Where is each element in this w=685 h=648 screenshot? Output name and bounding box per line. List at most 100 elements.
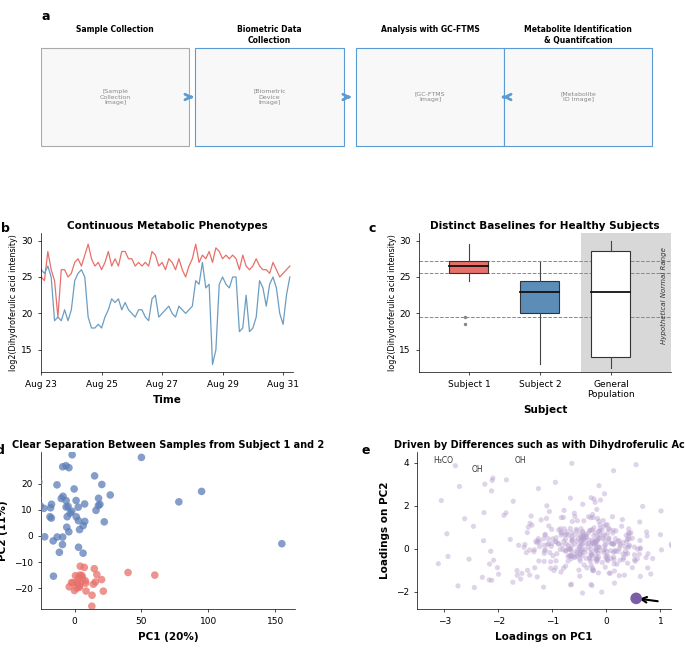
Point — [602, 555, 613, 565]
Point — [454, 481, 465, 492]
Point — [569, 511, 580, 522]
Y-axis label: log2(Dihydroferulic acid intensity): log2(Dihydroferulic acid intensity) — [10, 234, 18, 371]
Point — [624, 529, 635, 539]
Point — [196, 486, 207, 496]
X-axis label: Subject: Subject — [523, 405, 567, 415]
Point — [587, 538, 598, 548]
Point — [565, 551, 576, 561]
Point — [549, 565, 560, 575]
Point — [585, 513, 596, 523]
Point — [584, 554, 595, 564]
Point — [575, 556, 586, 566]
Point — [634, 535, 645, 546]
Point — [594, 529, 605, 539]
Point — [538, 556, 549, 566]
Point — [632, 554, 643, 564]
Point — [645, 569, 656, 579]
Point — [656, 505, 667, 516]
Point — [667, 541, 677, 551]
Point — [576, 533, 587, 544]
Text: d: d — [0, 445, 4, 457]
Point — [575, 524, 586, 534]
Point — [80, 575, 91, 586]
Point — [576, 536, 587, 546]
Text: Analysis with GC-FTMS: Analysis with GC-FTMS — [381, 25, 479, 34]
Point — [566, 535, 577, 546]
Point — [546, 538, 557, 549]
Point — [58, 532, 68, 542]
Point — [513, 540, 524, 550]
Point — [561, 538, 572, 549]
Point — [450, 461, 461, 471]
Point — [596, 587, 607, 597]
Point — [588, 531, 599, 541]
Point — [558, 536, 569, 546]
Point — [632, 544, 643, 554]
Point — [546, 541, 557, 551]
Point — [586, 525, 597, 535]
Point — [592, 542, 603, 552]
Point — [74, 582, 85, 592]
Point — [545, 548, 556, 558]
Point — [608, 465, 619, 476]
Text: Sample Collection: Sample Collection — [76, 25, 154, 34]
Point — [605, 546, 616, 556]
Point — [551, 533, 562, 543]
Point — [536, 515, 547, 525]
Point — [587, 563, 598, 573]
Point — [562, 544, 573, 555]
Point — [557, 540, 568, 551]
Point — [572, 516, 583, 526]
Text: Biometric Data
Collection: Biometric Data Collection — [237, 25, 302, 45]
Point — [623, 524, 634, 534]
Point — [90, 577, 101, 587]
Point — [598, 545, 609, 555]
Point — [571, 547, 582, 557]
Point — [583, 538, 594, 548]
Point — [562, 556, 573, 566]
Point — [619, 570, 630, 581]
Point — [594, 542, 605, 553]
Point — [569, 552, 580, 562]
Point — [555, 544, 566, 555]
Point — [560, 534, 571, 544]
Point — [595, 520, 606, 530]
Point — [73, 502, 84, 513]
Point — [577, 527, 588, 538]
Point — [593, 545, 604, 555]
Point — [585, 544, 596, 555]
Point — [52, 532, 63, 542]
Point — [635, 571, 646, 581]
Point — [532, 536, 543, 546]
Point — [603, 555, 614, 566]
Point — [586, 540, 597, 550]
Point — [64, 582, 75, 592]
Point — [560, 561, 571, 572]
Point — [564, 544, 575, 554]
Point — [565, 580, 576, 590]
Point — [604, 524, 615, 534]
Point — [578, 531, 589, 541]
Point — [575, 532, 586, 542]
Point — [627, 562, 638, 573]
Point — [529, 544, 540, 555]
Text: b: b — [1, 222, 10, 235]
Point — [600, 562, 611, 572]
Point — [478, 535, 489, 546]
Title: Distinct Baselines for Healthy Subjects: Distinct Baselines for Healthy Subjects — [430, 221, 660, 231]
Point — [600, 540, 611, 550]
Point — [173, 496, 184, 507]
Text: e: e — [361, 445, 370, 457]
Point — [614, 535, 625, 546]
Point — [593, 552, 604, 562]
Point — [567, 534, 578, 544]
Point — [588, 564, 599, 575]
Point — [51, 480, 62, 490]
Point — [573, 533, 584, 544]
Point — [590, 497, 601, 507]
Point — [565, 544, 576, 554]
Point — [608, 539, 619, 550]
Point — [573, 565, 584, 575]
Point — [642, 531, 653, 541]
Point — [538, 533, 549, 544]
